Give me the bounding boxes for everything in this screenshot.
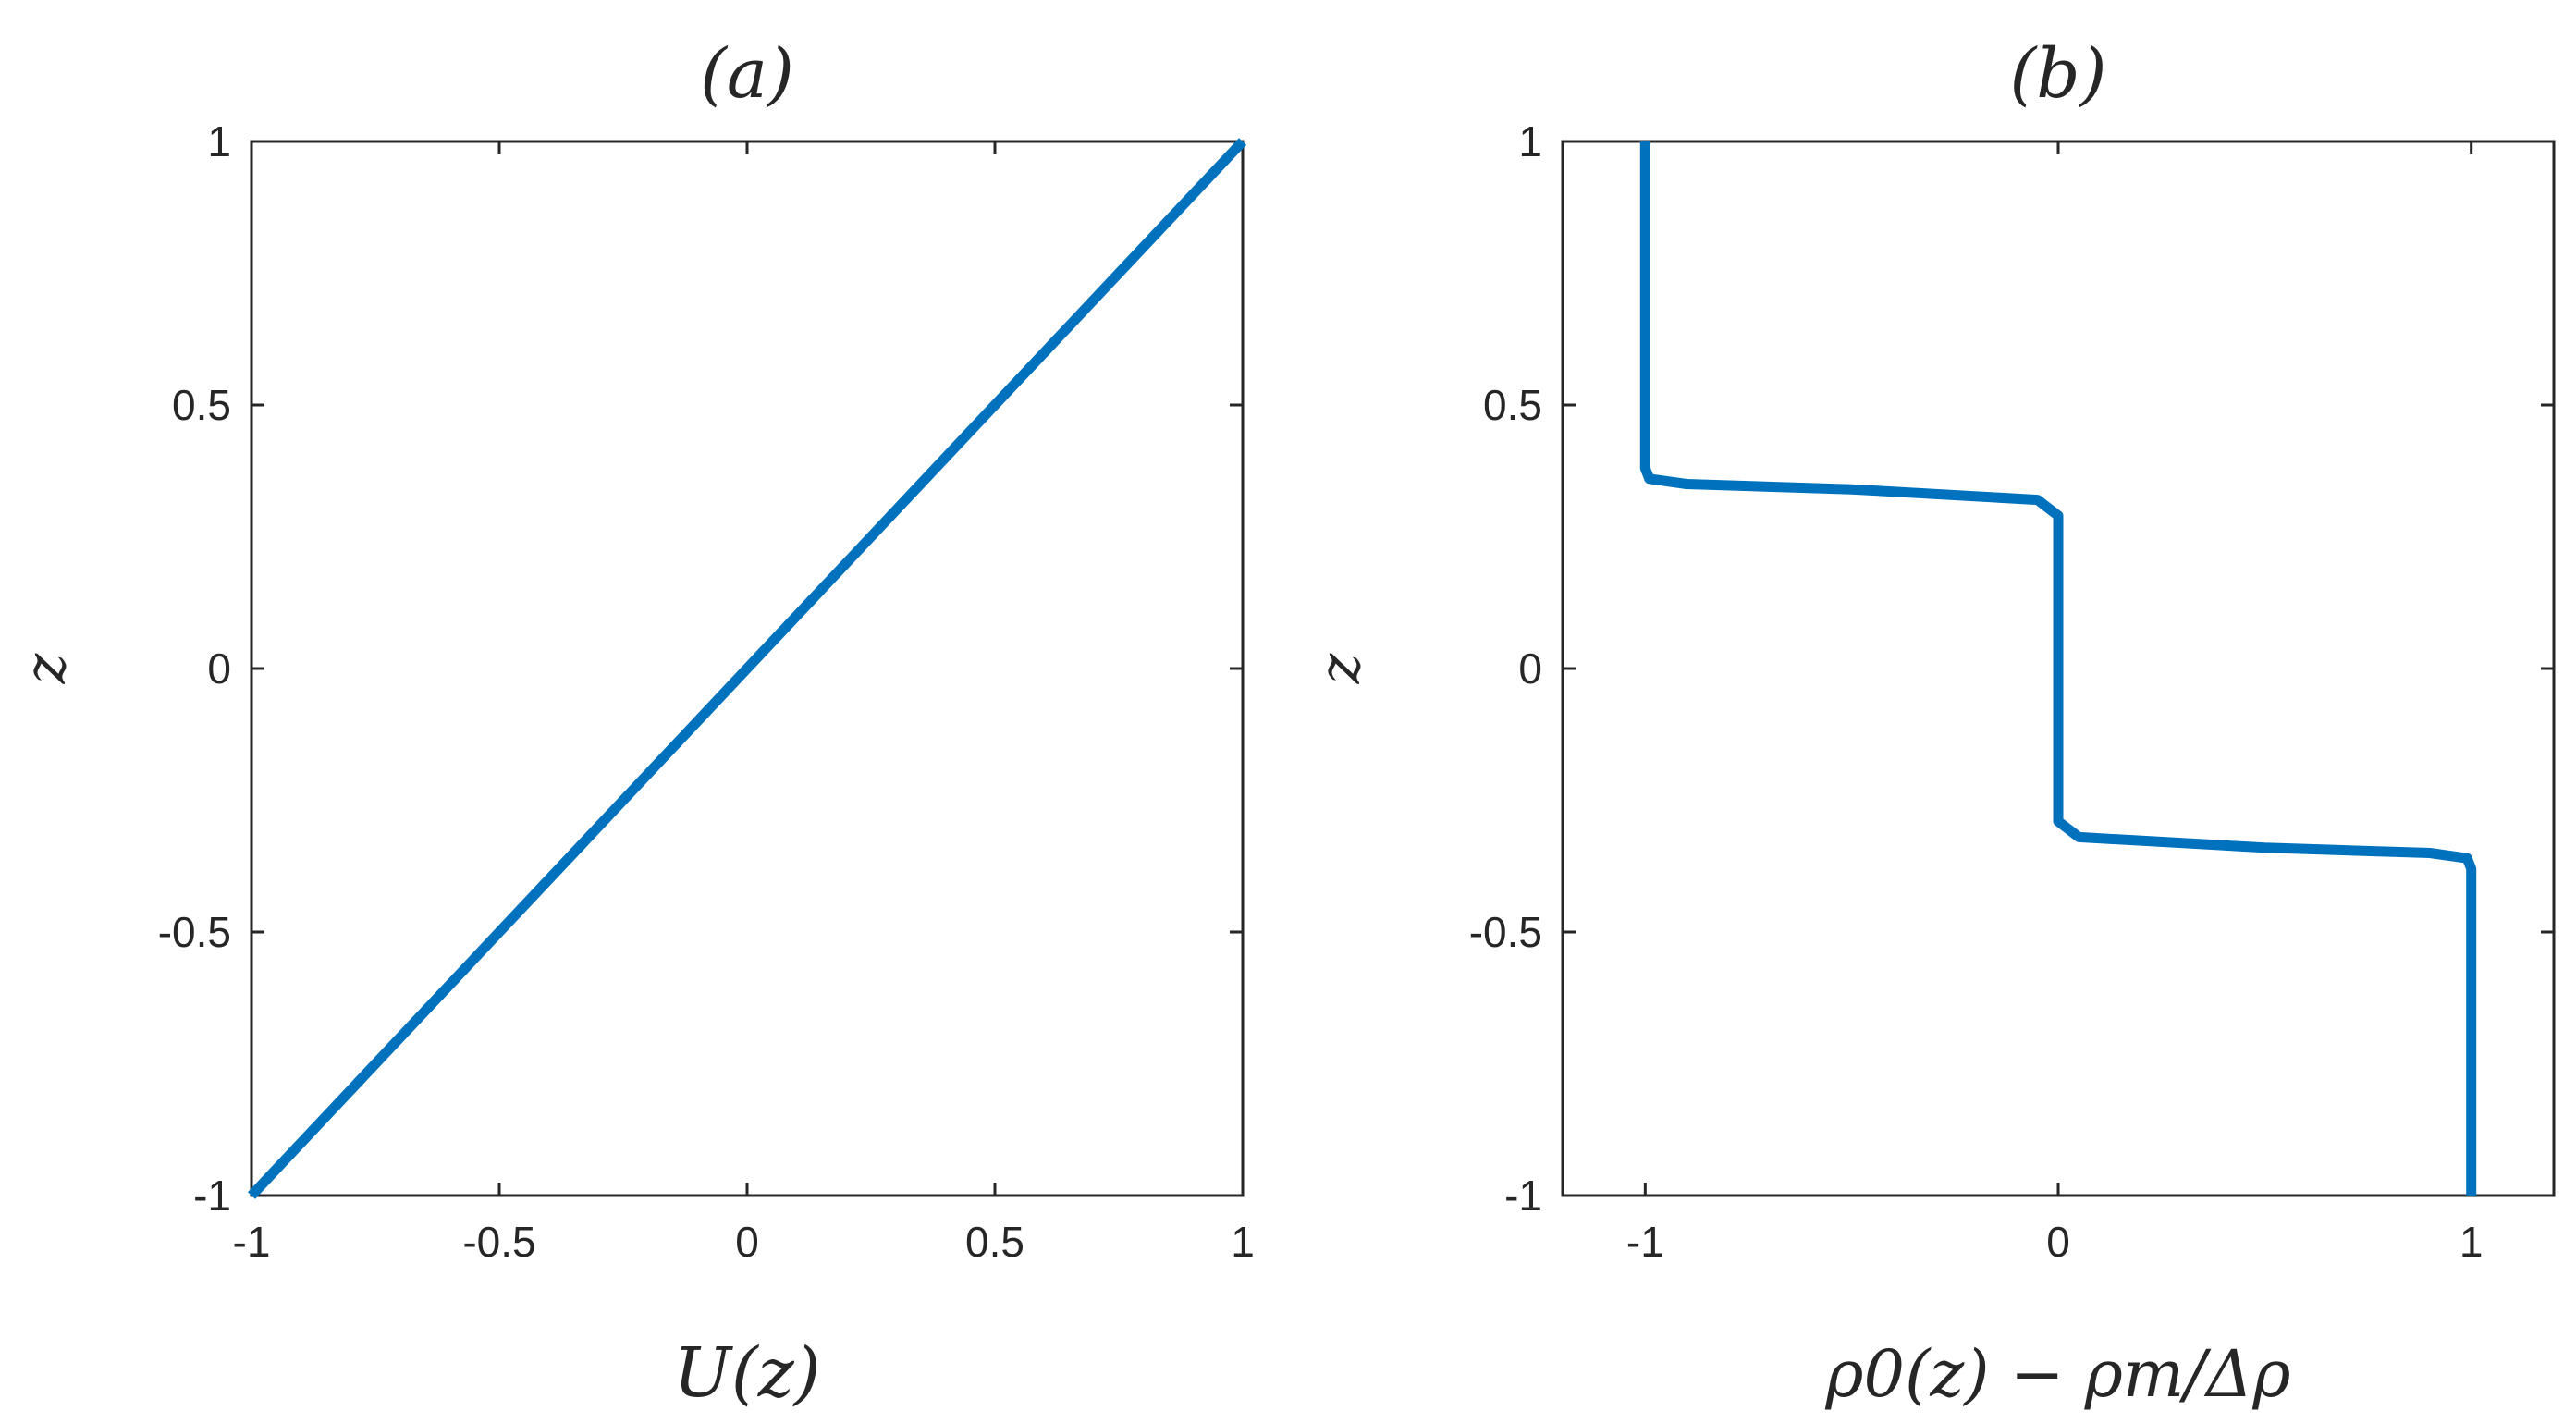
xtick-label: 0 <box>735 1218 759 1266</box>
axes-a-ticks <box>250 140 1245 1197</box>
series-line <box>247 138 1247 1199</box>
ytick-label: -0.5 <box>158 908 231 956</box>
xtick-label: -1 <box>1626 1218 1664 1266</box>
axes-b-xtick-labels: -1 0 1 <box>1626 1218 2484 1266</box>
panel-a-title: (a) <box>700 34 794 114</box>
panel-a-xlabel: U(z) <box>673 1333 820 1413</box>
axes-a-series <box>247 138 1247 1199</box>
ytick-label: 0 <box>1518 644 1542 693</box>
ytick-label: -1 <box>193 1172 231 1220</box>
ytick-label: -0.5 <box>1469 908 1542 956</box>
panel-b-ylabel: z <box>1306 653 1373 684</box>
xtick-label: 0.5 <box>965 1218 1024 1266</box>
ytick-label: 1 <box>1518 117 1542 166</box>
panel-b: -1 0 1 -1 -0.5 0 0.5 1 (b) ρ0(z) − ρm/Δρ z <box>1306 34 2556 1412</box>
ytick-label: 0 <box>207 644 231 693</box>
xtick-label: 1 <box>2459 1218 2484 1266</box>
axes-a-ytick-labels: -1 -0.5 0 0.5 1 <box>158 117 231 1220</box>
ytick-label: -1 <box>1504 1172 1542 1220</box>
axes-b-ytick-labels: -1 -0.5 0 0.5 1 <box>1469 117 1542 1220</box>
xtick-label: -1 <box>233 1218 271 1266</box>
panel-a-ylabel: z <box>11 653 79 684</box>
series-line <box>1639 141 2477 1196</box>
ytick-label: 0.5 <box>1483 381 1542 429</box>
axes-a-xtick-labels: -1 -0.5 0 0.5 1 <box>233 1218 1255 1266</box>
ytick-label: 1 <box>207 117 231 166</box>
xtick-label: -0.5 <box>462 1218 535 1266</box>
xtick-label: 1 <box>1231 1218 1255 1266</box>
panel-a: -1 -0.5 0 0.5 1 -1 -0.5 0 0.5 1 (a) U(z) z <box>11 34 1255 1413</box>
axes-b-series <box>1639 141 2477 1196</box>
ytick-label: 0.5 <box>172 381 231 429</box>
panel-b-title: (b) <box>2009 34 2106 114</box>
xtick-label: 0 <box>2046 1218 2070 1266</box>
panel-b-xlabel: ρ0(z) − ρm/Δρ <box>1824 1336 2290 1412</box>
